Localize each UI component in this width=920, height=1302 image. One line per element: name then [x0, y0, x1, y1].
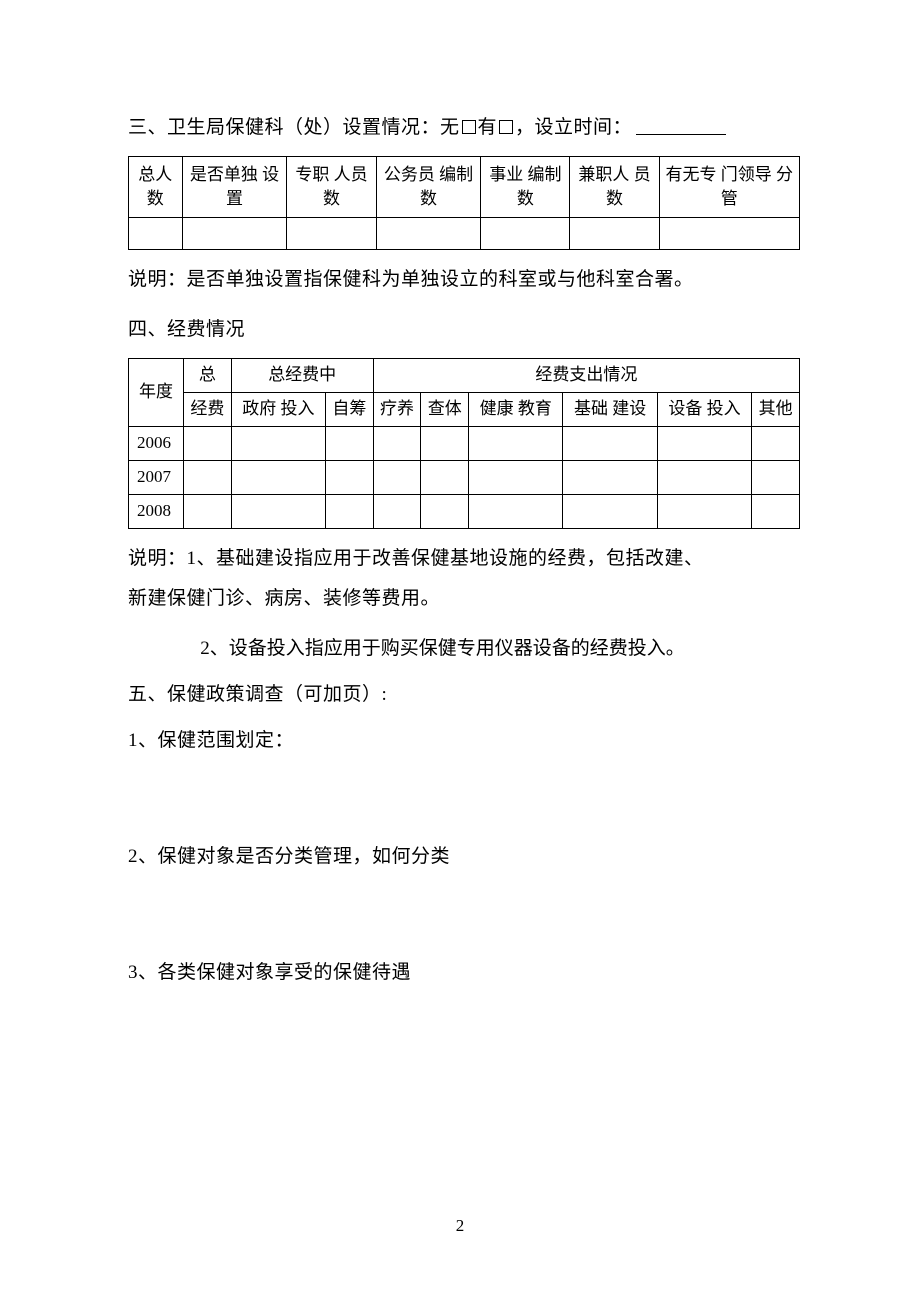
section4-note2: 2、设备投入指应用于购买保健专用仪器设备的经费投入。	[128, 631, 800, 667]
section3-heading-mid: 有	[478, 117, 498, 138]
col-group-mid: 总经费中	[231, 358, 373, 392]
cell[interactable]	[563, 494, 657, 528]
col-header: 公务员 编制数	[376, 157, 481, 218]
cell[interactable]	[421, 460, 469, 494]
cell[interactable]	[182, 217, 287, 249]
cell[interactable]	[659, 217, 799, 249]
section5-heading: 五、保健政策调查（可加页）:	[128, 677, 800, 713]
col-header: 专职 人员数	[287, 157, 376, 218]
section3-heading: 三、卫生局保健科（处）设置情况：无有 ，设立时间：	[128, 110, 800, 146]
cell[interactable]	[129, 217, 183, 249]
col-year-header: 年度	[129, 358, 184, 426]
table-row: 经费 政府 投入 自筹 疗养 查体 健康 教育 基础 建设 设备 投入 其他	[129, 392, 800, 426]
answer-space	[128, 769, 800, 839]
section4-heading: 四、经费情况	[128, 312, 800, 348]
cell[interactable]	[469, 460, 563, 494]
sub-header: 疗养	[373, 392, 421, 426]
sub-header: 查体	[421, 392, 469, 426]
answer-space	[128, 885, 800, 955]
table-row: 2007	[129, 460, 800, 494]
cell[interactable]	[184, 494, 232, 528]
sub-header: 健康 教育	[469, 392, 563, 426]
col-total-top: 总	[184, 358, 232, 392]
sub-header: 其他	[752, 392, 800, 426]
sub-header: 自筹	[326, 392, 374, 426]
section3-heading-prefix: 三、卫生局保健科（处）设置情况：无	[128, 117, 460, 138]
cell[interactable]	[326, 494, 374, 528]
cell[interactable]	[373, 460, 421, 494]
cell[interactable]	[657, 460, 751, 494]
table-row: 2006	[129, 426, 800, 460]
cell[interactable]	[657, 494, 751, 528]
table-section4: 年度 总 总经费中 经费支出情况 经费 政府 投入 自筹 疗养 查体 健康 教育…	[128, 358, 800, 529]
cell[interactable]	[570, 217, 659, 249]
blank-establish-time[interactable]	[636, 134, 726, 135]
cell[interactable]	[563, 460, 657, 494]
col-header: 总人数	[129, 157, 183, 218]
section5-q1: 1、保健范围划定：	[128, 723, 800, 759]
page-number: 2	[0, 1210, 920, 1242]
cell[interactable]	[469, 426, 563, 460]
year-cell: 2007	[129, 460, 184, 494]
cell[interactable]	[231, 426, 325, 460]
col-header: 是否单独 设置	[182, 157, 287, 218]
cell[interactable]	[326, 426, 374, 460]
cell[interactable]	[287, 217, 376, 249]
cell[interactable]	[469, 494, 563, 528]
table-row: 总人数 是否单独 设置 专职 人员数 公务员 编制数 事业 编制数 兼职人 员数…	[129, 157, 800, 218]
section3-heading-suffix: ，设立时间：	[515, 117, 632, 138]
cell[interactable]	[231, 460, 325, 494]
table-row	[129, 217, 800, 249]
sub-header: 基础 建设	[563, 392, 657, 426]
col-group-right: 经费支出情况	[373, 358, 799, 392]
checkbox-yes[interactable]	[499, 120, 513, 134]
cell[interactable]	[231, 494, 325, 528]
cell[interactable]	[421, 494, 469, 528]
cell[interactable]	[481, 217, 570, 249]
cell[interactable]	[326, 460, 374, 494]
table-row: 年度 总 总经费中 经费支出情况	[129, 358, 800, 392]
cell[interactable]	[752, 426, 800, 460]
col-total-bottom: 经费	[184, 392, 232, 426]
col-header: 有无专 门领导 分管	[659, 157, 799, 218]
cell[interactable]	[752, 460, 800, 494]
cell[interactable]	[373, 426, 421, 460]
section5-q2: 2、保健对象是否分类管理，如何分类	[128, 839, 800, 875]
table-section3: 总人数 是否单独 设置 专职 人员数 公务员 编制数 事业 编制数 兼职人 员数…	[128, 156, 800, 250]
cell[interactable]	[657, 426, 751, 460]
cell[interactable]	[376, 217, 481, 249]
sub-header: 设备 投入	[657, 392, 751, 426]
sub-header: 政府 投入	[231, 392, 325, 426]
col-header: 兼职人 员数	[570, 157, 659, 218]
checkbox-no[interactable]	[462, 120, 476, 134]
section3-note: 说明：是否单独设置指保健科为单独设立的科室或与他科室合署。	[128, 262, 800, 298]
cell[interactable]	[421, 426, 469, 460]
year-cell: 2006	[129, 426, 184, 460]
cell[interactable]	[373, 494, 421, 528]
section4-note1b: 新建保健门诊、病房、装修等费用。	[128, 581, 800, 617]
cell[interactable]	[184, 460, 232, 494]
cell[interactable]	[184, 426, 232, 460]
cell[interactable]	[563, 426, 657, 460]
col-header: 事业 编制数	[481, 157, 570, 218]
section5-q3: 3、各类保健对象享受的保健待遇	[128, 955, 800, 991]
table-row: 2008	[129, 494, 800, 528]
cell[interactable]	[752, 494, 800, 528]
year-cell: 2008	[129, 494, 184, 528]
section4-note1a: 说明：1、基础建设指应用于改善保健基地设施的经费，包括改建、	[128, 541, 800, 577]
